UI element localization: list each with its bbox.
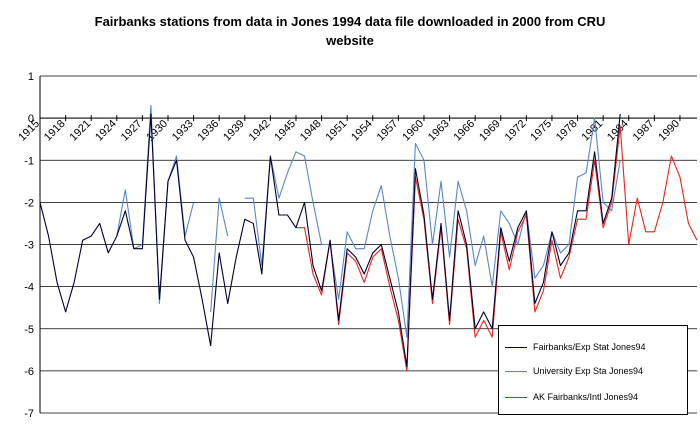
x-tick-label-14: 1957 [375, 118, 401, 144]
x-tick-label-12: 1951 [323, 118, 349, 144]
x-tick-label-20: 1975 [528, 118, 554, 144]
axes [39, 76, 697, 413]
legend-swatch-0 [505, 346, 527, 348]
series-layer [39, 104, 698, 372]
x-tick-label-11: 1948 [298, 118, 324, 144]
x-tick-label-25: 1990 [656, 118, 682, 144]
x-tick-label-24: 1987 [631, 118, 657, 144]
legend-swatch-1 [505, 370, 527, 372]
y-tick-label-2: -1 [24, 155, 34, 167]
x-tick-label-1: 1918 [42, 118, 68, 144]
x-tick-label-6: 1933 [170, 118, 196, 144]
legend-label-1: University Exp Sta Jones94 [533, 366, 644, 376]
x-tick-label-18: 1969 [477, 118, 503, 144]
x-tick-label-2: 1921 [68, 118, 94, 144]
y-tick-label-5: -4 [24, 282, 34, 294]
x-axis-ticks: 1915 1918 1921 1924 1927 1930 1933 1936 1939 1942… [16, 115, 682, 144]
legend-label-0: Fairbanks/Exp Stat Jones94 [533, 342, 646, 352]
legend-item-1: University Exp Sta Jones94 [505, 364, 643, 378]
series-line-1 [116, 104, 621, 338]
legend-item-2: AK Fairbanks/Intl Jones94 [505, 390, 638, 404]
chart-title: Fairbanks stations from data in Jones 19… [94, 14, 606, 48]
x-tick-label-8: 1939 [221, 118, 247, 144]
series-line-0 [39, 113, 621, 368]
y-axis-ticks: 1 0 -1 -2 -3 -4 -5 -6 -7 [24, 71, 34, 420]
y-tick-label-0: 1 [28, 71, 34, 83]
x-tick-label-9: 1942 [247, 118, 273, 144]
legend: Fairbanks/Exp Stat Jones94 University Ex… [498, 325, 688, 415]
y-tick-label-8: -7 [24, 408, 34, 420]
y-tick-label-4: -3 [24, 240, 34, 252]
x-tick-label-10: 1945 [272, 118, 298, 144]
legend-item-0: Fairbanks/Exp Stat Jones94 [505, 340, 646, 354]
x-tick-label-17: 1966 [451, 118, 477, 144]
y-tick-label-6: -5 [24, 324, 34, 336]
x-tick-label-3: 1924 [93, 118, 119, 144]
y-tick-label-3: -2 [24, 197, 34, 209]
x-tick-label-5: 1930 [144, 118, 170, 144]
x-tick-label-19: 1972 [503, 118, 529, 144]
x-tick-label-13: 1954 [349, 118, 375, 144]
legend-label-2: AK Fairbanks/Intl Jones94 [533, 392, 639, 402]
x-tick-label-7: 1936 [196, 118, 222, 144]
x-tick-label-16: 1963 [426, 118, 452, 144]
x-tick-label-15: 1960 [400, 118, 426, 144]
x-tick-label-0: 1915 [16, 118, 42, 144]
legend-swatch-2 [505, 396, 527, 398]
y-tick-label-1: 0 [28, 113, 34, 125]
x-tick-label-4: 1927 [119, 118, 145, 144]
x-tick-label-21: 1978 [554, 118, 580, 144]
y-tick-label-7: -6 [24, 366, 34, 378]
